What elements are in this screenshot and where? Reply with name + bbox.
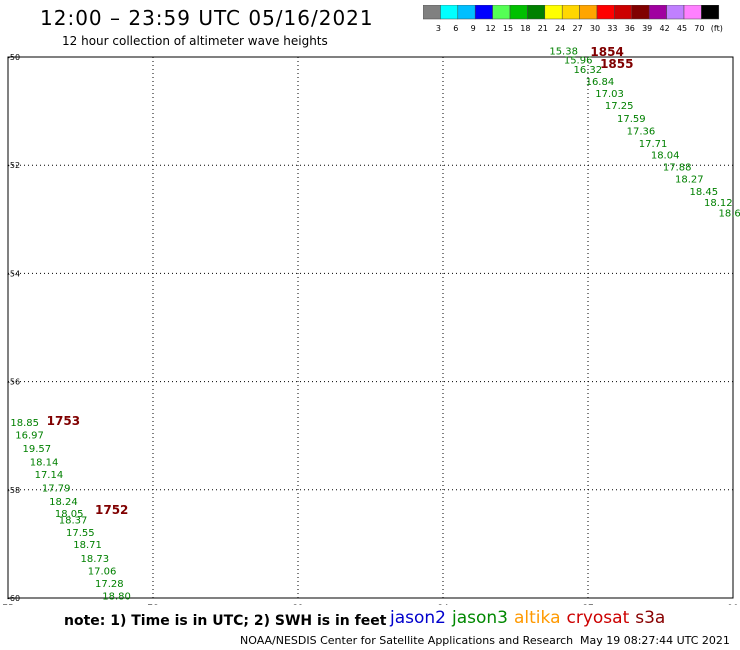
lat-tick-label: -52 <box>7 161 20 170</box>
colorbar-label: (ft) <box>711 24 723 33</box>
colorbar-label: 42 <box>660 24 670 33</box>
swh-value-label: 17.55 <box>66 528 95 539</box>
swh-value-label: 17.36 <box>627 126 656 137</box>
swh-value-label: 18.45 <box>690 187 719 198</box>
pass-time-label: 1752 <box>95 503 128 517</box>
colorbar-label: 18 <box>520 24 530 33</box>
swh-value-label: 18.27 <box>675 175 704 186</box>
colorbar-swatch <box>701 5 720 20</box>
legend-item-jason3: jason3 <box>452 608 508 628</box>
swh-value-label: 17.59 <box>617 114 646 125</box>
swh-value-label: 16.32 <box>574 65 603 76</box>
map-title: 12:00 – 23:59 UTC 05/16/2021 <box>40 6 374 30</box>
swh-value-label: 18.05 <box>55 509 84 520</box>
colorbar-label: 6 <box>453 24 458 33</box>
colorbar-label: 15 <box>503 24 513 33</box>
swh-value-label: 17.03 <box>595 89 624 100</box>
colorbar-label: 27 <box>573 24 583 33</box>
colorbar-label: 24 <box>555 24 565 33</box>
pass-time-label: 1854 <box>590 45 623 59</box>
lat-tick-label: -56 <box>7 378 20 387</box>
generated-timestamp: May 19 08:27:44 UTC 2021 <box>580 634 730 647</box>
colorbar-label: 9 <box>471 24 476 33</box>
swh-value-label: 18.71 <box>73 540 102 551</box>
lon-tick-label: 87 <box>582 604 593 605</box>
swh-value-label: 18.37 <box>59 515 88 526</box>
lat-tick-label: -54 <box>7 269 20 278</box>
lon-tick-label: 75 <box>2 604 13 605</box>
lat-tick-label: -60 <box>7 594 20 603</box>
wave-height-colorbar: 3 6 9 12 15 18 21 24 27 30 33 36 39 42 45 70 (ft) <box>423 5 723 33</box>
colorbar-label: 33 <box>607 24 617 33</box>
swh-value-label: 18.14 <box>30 457 59 468</box>
legend-item-cryosat: cryosat <box>566 608 630 628</box>
swh-value-label: 17.71 <box>639 139 668 150</box>
lat-tick-label: -50 <box>7 53 20 62</box>
swh-value-label: 18.80 <box>102 592 131 603</box>
swh-value-label: 19.57 <box>23 444 52 455</box>
colorbar-label: 70 <box>694 24 704 33</box>
credit-line: NOAA/NESDIS Center for Satellite Applica… <box>240 634 574 647</box>
altimeter-map[interactable]: 757881848790-50-52-54-56-58-6018.8516.97… <box>0 0 740 605</box>
swh-value-label: 17.28 <box>95 579 124 590</box>
swh-value-label: 18.12 <box>704 198 733 209</box>
swh-value-label: 18.04 <box>651 151 680 162</box>
swh-value-label: 16.84 <box>586 77 615 88</box>
footer-note: note: 1) Time is in UTC; 2) SWH is in fe… <box>64 613 387 629</box>
swh-value-label: 15.96 <box>564 55 593 66</box>
colorbar-label: 30 <box>590 24 600 33</box>
colorbar-label: 21 <box>538 24 548 33</box>
colorbar-label: 36 <box>625 24 635 33</box>
colorbar-label: 39 <box>642 24 652 33</box>
colorbar-label: 45 <box>677 24 687 33</box>
colorbar-label: 12 <box>486 24 496 33</box>
pass-time-label: 1855 <box>600 57 633 71</box>
pass-time-label: 1753 <box>47 414 80 428</box>
swh-value-label: 17.06 <box>88 567 117 578</box>
lon-tick-label: 81 <box>292 604 303 605</box>
swh-value-label: 17.25 <box>605 101 634 112</box>
lon-tick-label: 84 <box>437 604 449 605</box>
swh-value-label: 18.66 <box>719 209 740 220</box>
legend-item-s3a: s3a <box>635 608 666 628</box>
map-subtitle: 12 hour collection of altimeter wave hei… <box>62 34 328 48</box>
lon-tick-label: 90 <box>727 604 739 605</box>
swh-value-label: 16.97 <box>15 430 44 441</box>
lon-tick-label: 78 <box>147 604 159 605</box>
map-frame <box>7 56 734 599</box>
swh-value-label: 18.73 <box>81 554 110 565</box>
swh-value-label: 17.88 <box>663 163 692 174</box>
legend-item-altika: altika <box>514 608 561 628</box>
swh-value-label: 17.14 <box>35 470 64 481</box>
legend-item-jason2: jason2 <box>390 608 446 628</box>
swh-value-label: 17.79 <box>42 483 71 494</box>
satellite-legend: jason2 jason3 altika cryosat s3a <box>390 608 671 628</box>
swh-value-label: 18.24 <box>49 497 78 508</box>
swh-value-label: 18.85 <box>10 418 39 429</box>
colorbar-label: 3 <box>436 24 441 33</box>
lat-tick-label: -58 <box>7 486 20 495</box>
swh-value-label: 15.38 <box>549 46 578 57</box>
